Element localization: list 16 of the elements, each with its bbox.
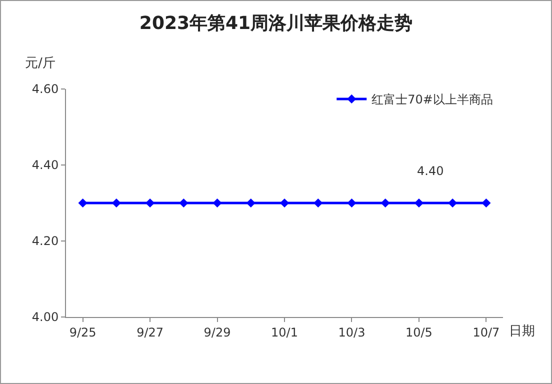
y-tick-label: 4.40 bbox=[32, 158, 59, 172]
x-tick-label: 10/3 bbox=[338, 325, 366, 340]
y-axis-title: 元/斤 bbox=[25, 56, 56, 71]
annotation: 4.40 bbox=[417, 164, 444, 178]
x-tick-label: 9/25 bbox=[69, 325, 96, 340]
x-tick-label: 9/27 bbox=[136, 325, 164, 340]
x-axis-title: 日期 bbox=[509, 324, 535, 339]
x-tick-label: 9/29 bbox=[204, 325, 231, 340]
y-tick-label: 4.20 bbox=[32, 234, 59, 248]
x-tick-label: 10/1 bbox=[271, 325, 298, 340]
x-tick-label: 10/5 bbox=[405, 325, 432, 340]
y-tick-label: 4.60 bbox=[32, 82, 59, 96]
legend-label: 红富士70#以上半商品 bbox=[372, 92, 493, 107]
y-tick-label: 4.00 bbox=[32, 310, 59, 324]
x-tick-label: 10/7 bbox=[472, 325, 500, 340]
chart-title: 2023年第41周洛川苹果价格走势 bbox=[139, 12, 413, 34]
